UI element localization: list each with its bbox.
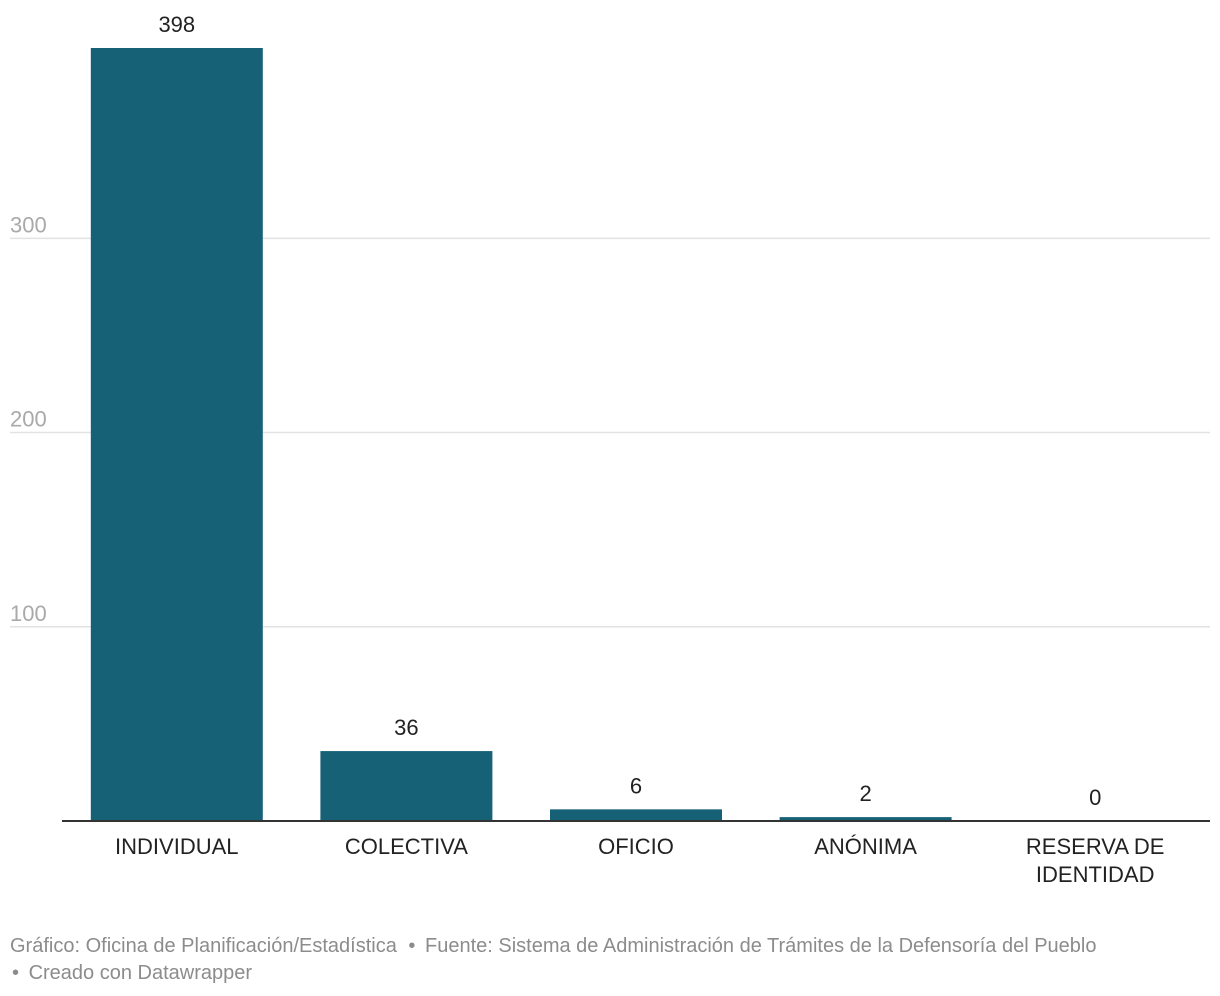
chart-svg: 100 200 300 398 INDIVIDUAL 36 COLECTIVA 6 OFICIO… xyxy=(10,12,1210,887)
bar xyxy=(90,48,263,821)
footer-credit: Gráfico: Oficina de Planificación/Estadí… xyxy=(10,935,397,957)
x-tick-label: OFICIO xyxy=(598,834,674,859)
footer-source: Fuente: Sistema de Administración de Trá… xyxy=(425,935,1097,957)
y-tick-label: 300 xyxy=(10,212,47,237)
bar xyxy=(320,751,493,821)
bar-value-label: 2 xyxy=(859,781,871,806)
x-tick-label: ANÓNIMA xyxy=(814,834,917,859)
bar-chart: 100 200 300 398 INDIVIDUAL 36 COLECTIVA 6 OFICIO… xyxy=(10,12,1210,887)
bar-value-label: 36 xyxy=(394,715,418,740)
footer-created: Creado con Datawrapper xyxy=(28,962,253,984)
chart-footer: Gráfico: Oficina de Planificación/Estadí… xyxy=(10,933,1210,987)
bar xyxy=(779,817,952,821)
bar-value-label: 398 xyxy=(158,12,195,37)
x-tick-label: COLECTIVA xyxy=(345,834,468,859)
y-tick-label: 100 xyxy=(10,601,47,626)
bar-value-label: 0 xyxy=(1089,785,1101,810)
bar xyxy=(550,809,722,821)
x-tick-label: RESERVA DE IDENTIDAD xyxy=(1026,834,1165,887)
footer-separator: • xyxy=(408,935,416,957)
footer-separator: • xyxy=(12,962,20,984)
bar-value-label: 6 xyxy=(630,773,642,798)
y-tick-label: 200 xyxy=(10,407,47,432)
x-tick-label: INDIVIDUAL xyxy=(115,834,238,859)
